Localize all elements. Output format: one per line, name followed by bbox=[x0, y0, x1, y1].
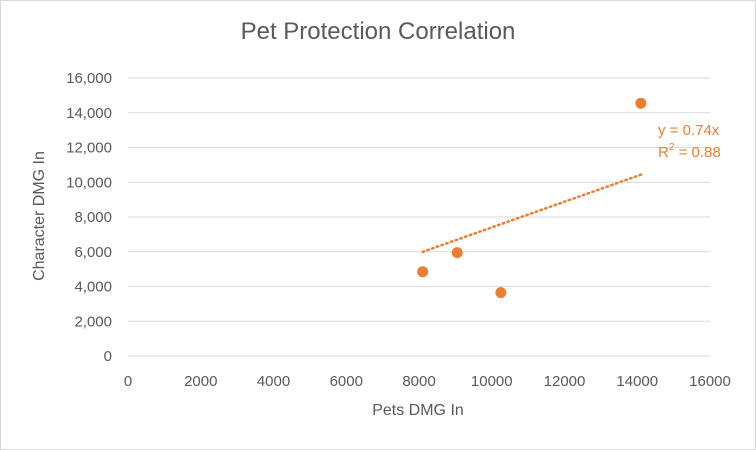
r-squared-prefix: R bbox=[658, 144, 669, 161]
data-point bbox=[451, 247, 463, 259]
data-point bbox=[417, 266, 429, 278]
trendline-equation: y = 0.74x bbox=[658, 122, 720, 139]
y-tick-label: 0 bbox=[104, 348, 112, 365]
gridlines bbox=[128, 77, 710, 357]
data-points bbox=[417, 97, 647, 299]
y-tick-label: 16,000 bbox=[66, 70, 112, 87]
y-tick-labels: 0 2,000 4,000 6,000 8,000 10,000 12,000 14,000 1… bbox=[66, 70, 112, 365]
trendline-group bbox=[421, 173, 643, 254]
data-point bbox=[495, 287, 507, 299]
x-tick-label: 12000 bbox=[544, 373, 586, 390]
r-squared-superscript: 2 bbox=[669, 142, 675, 153]
y-tick-label: 12,000 bbox=[66, 140, 112, 157]
y-tick-label: 10,000 bbox=[66, 174, 112, 191]
x-tick-label: 14000 bbox=[616, 373, 658, 390]
x-axis-title: Pets DMG In bbox=[372, 402, 464, 419]
x-tick-label: 4000 bbox=[257, 373, 290, 390]
trendline-r-squared: R2 = 0.88 bbox=[658, 142, 721, 161]
trendline bbox=[421, 173, 643, 254]
x-tick-label: 2000 bbox=[184, 373, 217, 390]
r-squared-value: = 0.88 bbox=[674, 144, 720, 161]
data-point bbox=[635, 97, 647, 109]
y-tick-label: 4,000 bbox=[74, 279, 112, 296]
x-tick-label: 8000 bbox=[402, 373, 435, 390]
x-tick-label: 10000 bbox=[471, 373, 513, 390]
y-tick-label: 14,000 bbox=[66, 105, 112, 122]
y-tick-label: 2,000 bbox=[74, 313, 112, 330]
x-tick-label: 0 bbox=[124, 373, 132, 390]
y-tick-label: 8,000 bbox=[74, 209, 112, 226]
x-tick-label: 16000 bbox=[689, 373, 731, 390]
x-tick-label: 6000 bbox=[330, 373, 363, 390]
chart-title: Pet Protection Correlation bbox=[240, 18, 516, 45]
y-tick-label: 6,000 bbox=[74, 244, 112, 261]
x-tick-labels: 0 2000 4000 6000 8000 10000 12000 14000 16000 bbox=[124, 373, 731, 390]
